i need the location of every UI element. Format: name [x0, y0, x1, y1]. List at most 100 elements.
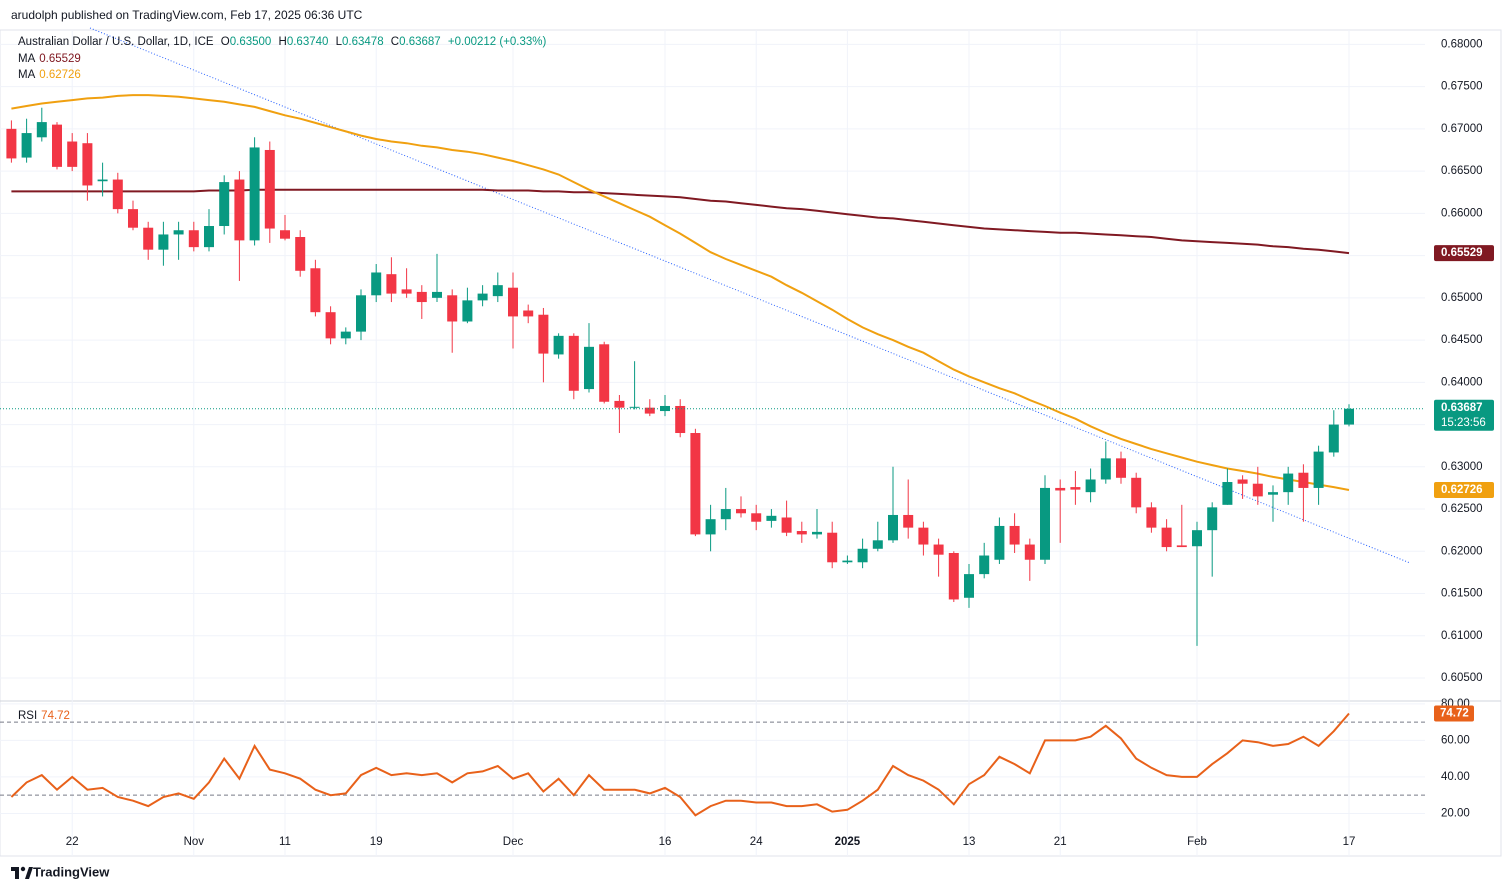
candle-body: [249, 147, 260, 241]
y-tick-label: 0.60500: [1441, 672, 1483, 684]
candle-body: [112, 179, 123, 210]
candle-body: [766, 515, 777, 521]
symbol-legend: Australian Dollar / U.S. Dollar, 1D, ICE…: [18, 36, 550, 48]
candle-body: [675, 405, 686, 434]
y-tick-label: 0.67500: [1441, 81, 1483, 93]
candle-body: [1070, 487, 1081, 490]
candle-body: [644, 407, 655, 414]
candle-body: [52, 124, 62, 167]
candle-body: [1268, 492, 1278, 495]
candle-body: [234, 179, 245, 241]
candle-body: [447, 295, 458, 322]
candle-body: [1344, 408, 1354, 425]
legend-value: 0.65529: [39, 53, 81, 65]
plot: [0, 94, 1425, 817]
candle-body: [1192, 530, 1202, 547]
candle-body: [584, 346, 594, 390]
candle-body: [933, 544, 944, 555]
candle-body: [538, 314, 549, 354]
candle-body: [188, 230, 199, 248]
candle-body: [1161, 527, 1172, 548]
h-value: 0.63740: [286, 36, 329, 48]
price-badge-label: 0.65529: [1441, 247, 1483, 259]
y-tick-label: 0.62500: [1441, 503, 1483, 515]
ma-legend: MA 0.62726: [18, 69, 85, 81]
frame: [0, 29, 1502, 857]
candle-body: [36, 122, 47, 138]
candle-body: [325, 312, 336, 339]
x-tick-label: Dec: [503, 836, 524, 848]
candle-body: [371, 272, 382, 296]
candle-body: [264, 149, 275, 229]
x-tick-label: 2025: [835, 836, 861, 848]
candle-body: [1085, 479, 1096, 493]
y-tick-label: 0.64000: [1441, 376, 1483, 388]
h-label: H: [278, 36, 287, 48]
candle-body: [568, 335, 579, 391]
y-tick-label: 0.66500: [1441, 165, 1483, 177]
candle-body: [1040, 487, 1050, 560]
y-tick-label: 0.61000: [1441, 630, 1483, 642]
candle-body: [67, 141, 78, 167]
legend-value: 74.72: [41, 710, 70, 722]
candle-body: [1009, 525, 1020, 545]
brand: TradingView: [33, 864, 110, 879]
x-tick-label: Nov: [184, 836, 205, 848]
candle-body: [1176, 545, 1187, 548]
candle-body: [827, 532, 838, 563]
candle-body: [401, 289, 412, 294]
legend-name: RSI: [18, 710, 38, 722]
l-label: L: [335, 36, 343, 48]
candle-body: [416, 291, 427, 303]
candle-body: [97, 179, 108, 182]
candle-body: [462, 300, 473, 322]
candle-body: [432, 291, 442, 298]
price-badge: [1434, 245, 1494, 262]
candle-body: [295, 236, 306, 271]
x-tick-label: Feb: [1187, 836, 1207, 848]
c-label: C: [390, 36, 400, 48]
candle-body: [1222, 482, 1233, 505]
candle-body: [158, 234, 169, 250]
candle-body: [508, 287, 518, 317]
candle-body: [1131, 477, 1142, 508]
x-tick-label: 13: [963, 836, 976, 848]
price-badge: [1434, 399, 1494, 431]
price-badge-label: 0.63687: [1441, 402, 1483, 414]
y-tick-label: 0.66000: [1441, 207, 1483, 219]
candle-body: [903, 514, 914, 528]
price-badge: [1434, 481, 1494, 498]
candle-body: [705, 519, 716, 535]
candle-body: [1055, 487, 1066, 491]
x-tick-label: 11: [279, 836, 291, 848]
candle-body: [629, 406, 640, 408]
candle-body: [720, 509, 731, 520]
rsi-badge-label: 74.72: [1440, 708, 1469, 720]
x-tick-label: 22: [66, 836, 79, 848]
logo: [11, 866, 33, 879]
candle-body: [21, 133, 32, 158]
ma-legend: MA 0.65529: [18, 53, 85, 65]
candle-body: [6, 128, 17, 159]
grid: [0, 30, 1425, 856]
candle-body: [1024, 544, 1035, 560]
candle-body: [553, 335, 564, 355]
candle-body: [857, 548, 868, 563]
symbol: Australian Dollar / U.S. Dollar, 1D, ICE: [18, 36, 214, 48]
candle-body: [1237, 479, 1248, 484]
candle-body: [599, 344, 610, 402]
candle-body: [751, 513, 762, 522]
c-value: 0.63687: [399, 36, 441, 48]
candle-body: [477, 293, 488, 301]
candle-body: [736, 509, 746, 514]
candle-body: [796, 531, 807, 535]
rsi-legend: RSI 74.72: [18, 710, 74, 722]
candle-body: [1207, 507, 1218, 531]
x-tick-label: 19: [370, 836, 383, 848]
x-tick-label: 16: [659, 836, 672, 848]
candle-body: [1146, 507, 1157, 528]
y-tick-label: 0.63000: [1441, 461, 1483, 473]
ohlc: L0.63478: [336, 36, 384, 48]
o-label: O: [220, 36, 230, 48]
